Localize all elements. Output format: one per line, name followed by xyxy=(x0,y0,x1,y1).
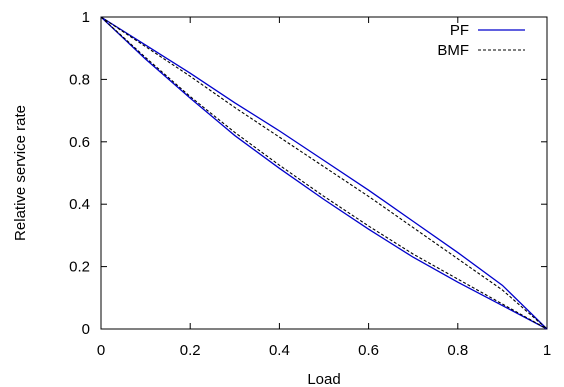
x-tick-label: 0.2 xyxy=(180,342,201,359)
series-line-bmf-2 xyxy=(100,16,548,330)
y-tick-label: 0.2 xyxy=(69,259,90,276)
x-axis-label: Load xyxy=(307,371,340,387)
tick-labels: 0 0.2 0.4 0.6 0.8 1 0 0.2 0.4 0.6 0.8 1 xyxy=(69,9,551,359)
y-tick-label: 0.8 xyxy=(69,71,90,88)
x-tick-label: 0.4 xyxy=(269,342,290,359)
y-tick-label: 0 xyxy=(82,321,90,338)
series-line-pf-1 xyxy=(100,16,548,330)
series-layer xyxy=(100,16,548,330)
y-tick-label: 0.4 xyxy=(69,196,90,213)
y-tick-label: 1 xyxy=(82,9,90,26)
legend-label-bmf: BMF xyxy=(437,42,469,59)
x-tick-label: 1 xyxy=(543,342,551,359)
plot-frame xyxy=(100,16,548,330)
x-tick-label: 0 xyxy=(97,342,105,359)
x-tick-label: 0.6 xyxy=(358,342,379,359)
y-tick-label: 0.6 xyxy=(69,134,90,151)
x-tick-label: 0.8 xyxy=(447,342,468,359)
y-axis-label: Relative service rate xyxy=(12,105,29,241)
axis-ticks xyxy=(100,16,548,330)
series-line-pf-2 xyxy=(100,16,548,330)
series-line-bmf-1 xyxy=(100,16,548,330)
legend-label-pf: PF xyxy=(450,22,469,39)
legend: PF BMF xyxy=(437,22,525,59)
